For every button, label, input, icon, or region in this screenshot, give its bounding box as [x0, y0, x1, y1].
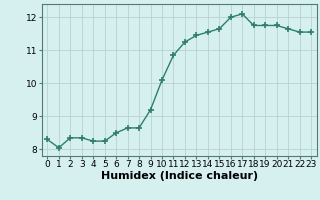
X-axis label: Humidex (Indice chaleur): Humidex (Indice chaleur) [100, 171, 258, 181]
